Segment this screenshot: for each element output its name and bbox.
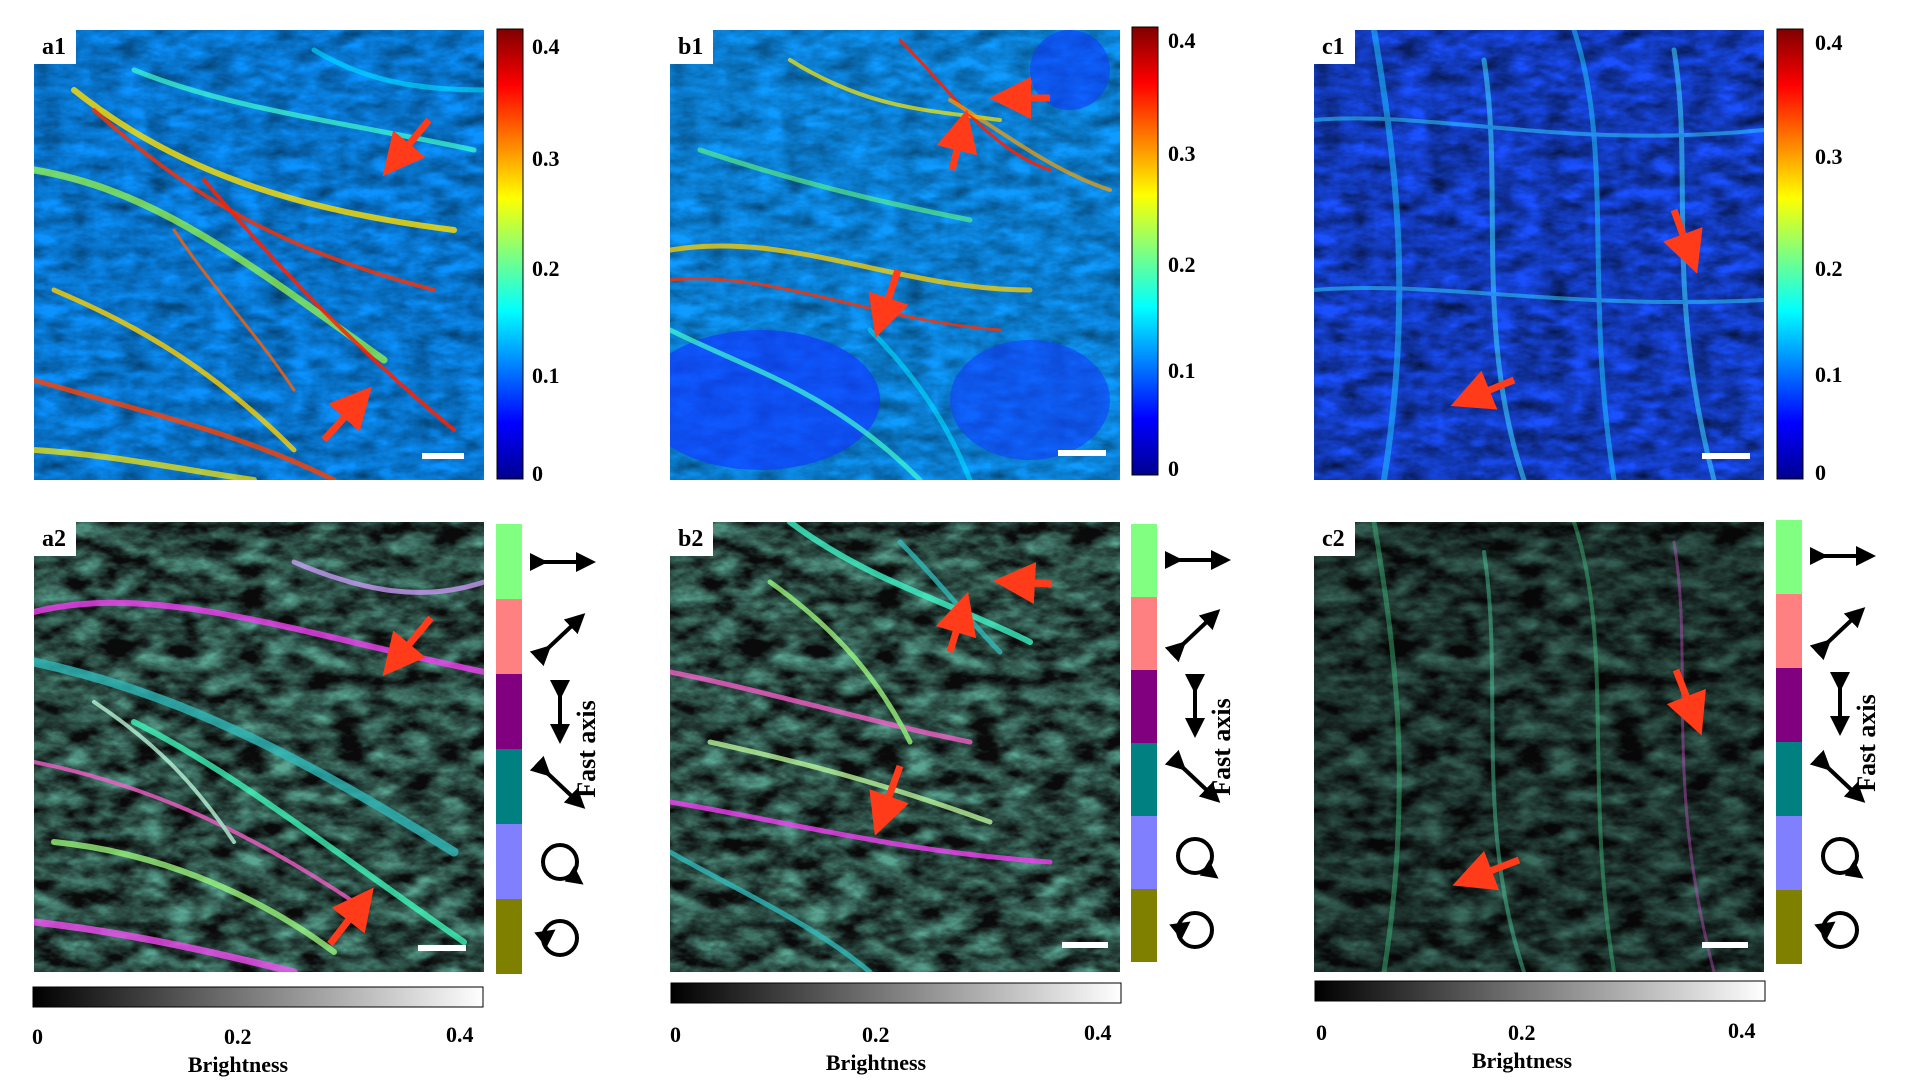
brightness-tick: 0.2 <box>862 1022 890 1047</box>
clockwise-circle-icon <box>1821 837 1859 875</box>
diagonal-ne-double-arrow-icon <box>1810 607 1866 661</box>
diagonal-nw-double-arrow-icon <box>1810 749 1866 803</box>
brightness-title: Brightness <box>1471 1048 1573 1073</box>
legend-swatch-clockwise <box>496 824 522 899</box>
brightness-tick: 0.4 <box>1084 1020 1112 1045</box>
legend-swatch-horizontal <box>1131 524 1157 597</box>
legend-swatch-diagonal-ne <box>496 599 522 674</box>
retardance-image-c1: c1 <box>1314 30 1764 480</box>
legend-swatch-diagonal-nw <box>1131 743 1157 816</box>
retardance-colorbar-c <box>1776 28 1804 480</box>
diagonal-nw-double-arrow-icon <box>1165 749 1221 803</box>
retardance-image-a1: a1 <box>34 30 484 480</box>
legend-swatch-diagonal-ne <box>1776 594 1802 668</box>
fast-axis-title: Fast axis <box>571 700 601 798</box>
scale-bar <box>1702 942 1748 948</box>
legend-swatch-vertical <box>496 674 522 749</box>
diagonal-nw-double-arrow-icon <box>530 755 586 809</box>
brightness-title: Brightness <box>825 1050 927 1075</box>
fast-axis-icons <box>530 552 596 957</box>
colorbar-tick: 0.4 <box>1168 28 1196 53</box>
legend-swatch-horizontal <box>496 524 522 599</box>
fast-axis-icons <box>1810 546 1876 949</box>
brightness-tick: 0.4 <box>1728 1018 1756 1043</box>
colorbar-tick: 0.4 <box>532 34 560 59</box>
diagonal-ne-double-arrow-icon <box>530 613 586 667</box>
panel-label-c1: c1 <box>1314 30 1355 64</box>
colorbar-tick: 0.2 <box>1815 256 1843 281</box>
colorbar-tick: 0.1 <box>532 363 560 388</box>
legend-swatch-horizontal <box>1776 520 1802 594</box>
panel-label-a1: a1 <box>34 30 76 64</box>
legend-swatch-counterclockwise <box>1131 889 1157 962</box>
legend-swatch-vertical <box>1776 668 1802 742</box>
legend-swatch-vertical <box>1131 670 1157 743</box>
fast-axis-title: Fast axis <box>1206 698 1236 796</box>
colorbar-tick: 0 <box>1168 456 1179 481</box>
clockwise-circle-icon <box>541 843 579 881</box>
brightness-tick: 0 <box>670 1022 681 1047</box>
colorbar-tick: 0.4 <box>1815 30 1843 55</box>
fast-axis-image-c2: c2 <box>1314 522 1764 972</box>
fast-axis-image-b2: b2 <box>670 522 1120 972</box>
brightness-bar-b <box>670 982 1122 1004</box>
brightness-tick: 0.4 <box>446 1022 474 1047</box>
colorbar-tick: 0.3 <box>1168 141 1196 166</box>
legend-swatch-diagonal-nw <box>1776 742 1802 816</box>
scale-bar <box>422 453 464 459</box>
scale-bar <box>1062 942 1108 948</box>
colorbar-tick: 0.2 <box>532 256 560 281</box>
diagonal-ne-double-arrow-icon <box>1165 609 1221 663</box>
panel-label-c2: c2 <box>1314 522 1355 556</box>
retardance-colorbar-b <box>1131 26 1159 476</box>
legend-swatch-diagonal-nw <box>496 749 522 824</box>
colorbar-tick: 0.3 <box>532 146 560 171</box>
brightness-bar-c <box>1314 980 1766 1002</box>
brightness-title: Brightness <box>187 1052 289 1077</box>
colorbar-tick: 0 <box>1815 460 1826 485</box>
retardance-image-b1: b1 <box>670 30 1120 480</box>
brightness-tick: 0.2 <box>224 1024 252 1049</box>
fast-axis-title: Fast axis <box>1851 694 1881 792</box>
legend-swatch-counterclockwise <box>1776 890 1802 964</box>
retardance-colorbar-a <box>496 28 524 480</box>
legend-swatch-counterclockwise <box>496 899 522 974</box>
brightness-bar-a <box>32 986 484 1008</box>
brightness-tick: 0.2 <box>1508 1020 1536 1045</box>
colorbar-tick: 0.3 <box>1815 144 1843 169</box>
colorbar-tick: 0.1 <box>1168 358 1196 383</box>
panel-label-b1: b1 <box>670 30 714 64</box>
panel-label-a2: a2 <box>34 522 76 556</box>
fast-axis-legend-a: Fast axis <box>496 524 601 974</box>
fast-axis-image-a2: a2 <box>34 522 484 972</box>
fast-axis-icons <box>1165 550 1231 949</box>
scale-bar <box>418 945 466 951</box>
clockwise-circle-icon <box>1176 837 1214 875</box>
panel-label-b2: b2 <box>670 522 714 556</box>
colorbar-tick: 0.2 <box>1168 252 1196 277</box>
colorbar-tick: 0.1 <box>1815 362 1843 387</box>
brightness-tick: 0 <box>1316 1020 1327 1045</box>
brightness-tick: 0 <box>32 1024 43 1049</box>
fast-axis-legend-c: Fast axis <box>1776 520 1881 970</box>
scale-bar <box>1702 453 1750 459</box>
legend-swatch-diagonal-ne <box>1131 597 1157 670</box>
colorbar-tick: 0 <box>532 461 543 486</box>
legend-swatch-clockwise <box>1131 816 1157 889</box>
legend-swatch-clockwise <box>1776 816 1802 890</box>
fast-axis-legend-b: Fast axis <box>1131 524 1236 974</box>
scale-bar <box>1058 450 1106 456</box>
